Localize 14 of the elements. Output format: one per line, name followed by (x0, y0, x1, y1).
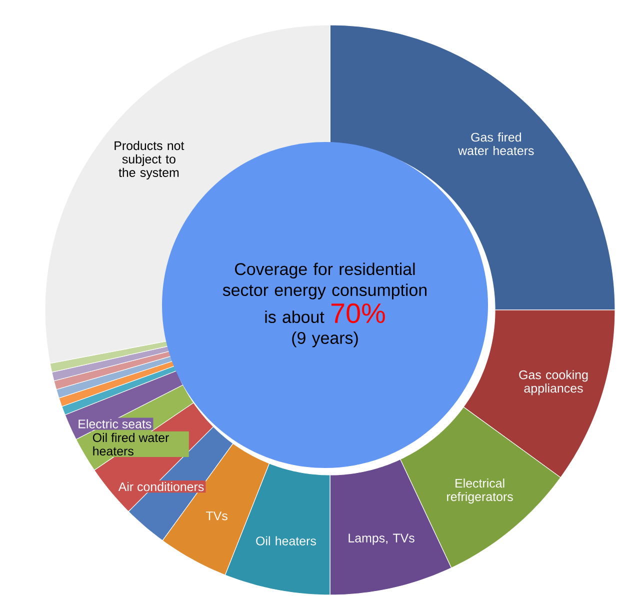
slice-label: Oil heaters (256, 536, 316, 546)
text: is about (265, 310, 324, 324)
text: 70% (331, 303, 385, 324)
text: (9 years) (292, 332, 358, 348)
slice-label: Air conditioners (118, 482, 204, 492)
slice-label: Electric seats (78, 419, 152, 428)
slice-label: TVs (206, 512, 228, 520)
slice-label: Lamps, TVs (348, 534, 414, 545)
slice-label: Electrical refrigerators (447, 478, 513, 504)
slice-label: Gas fired water heaters (458, 132, 534, 156)
slice-label: Oil fired water heaters (92, 432, 169, 456)
text: Coverage for residential sector energy consumption (222, 262, 426, 300)
slice-label: Products not subject to the system (114, 140, 184, 180)
slice-label: Gas cooking appliances (519, 370, 588, 396)
